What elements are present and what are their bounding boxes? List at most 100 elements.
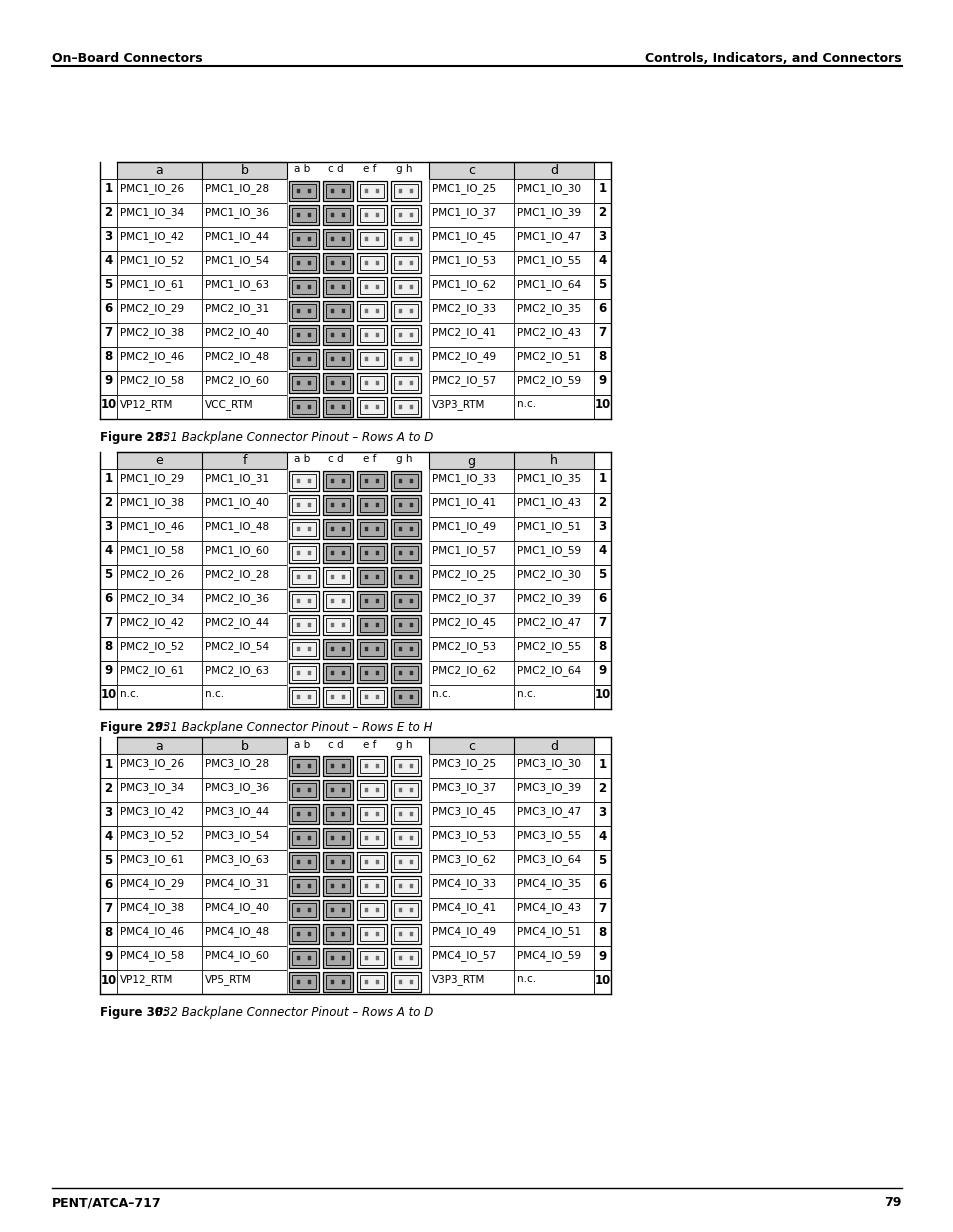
Bar	[594, 614, 610, 637]
Bar	[375, 503, 378, 506]
Bar	[409, 309, 413, 313]
Bar	[296, 981, 300, 983]
Bar	[394, 807, 417, 821]
Bar	[359, 208, 384, 222]
Bar	[429, 898, 514, 922]
Text: c: c	[468, 165, 475, 177]
Bar	[100, 517, 117, 541]
Bar	[514, 825, 594, 850]
Bar	[289, 519, 318, 540]
Bar	[365, 405, 368, 409]
Bar	[365, 764, 368, 768]
Bar	[391, 181, 420, 201]
Text: PMC1_IO_62: PMC1_IO_62	[432, 278, 496, 290]
Bar	[323, 901, 353, 920]
Bar	[289, 567, 318, 586]
Bar	[202, 777, 287, 802]
Bar	[359, 570, 384, 584]
Text: d: d	[550, 165, 558, 177]
Bar	[375, 238, 378, 240]
Bar	[323, 325, 353, 345]
Text: 1: 1	[104, 758, 112, 770]
Bar	[292, 570, 315, 584]
Text: PMC2_IO_25: PMC2_IO_25	[432, 569, 496, 580]
Text: n.c.: n.c.	[517, 399, 536, 409]
Bar	[202, 850, 287, 873]
Bar	[409, 333, 413, 336]
Bar	[292, 667, 315, 680]
Bar	[117, 777, 202, 802]
Text: 79: 79	[883, 1196, 901, 1209]
Bar	[307, 479, 311, 483]
Text: e: e	[155, 455, 163, 467]
Bar	[326, 352, 350, 366]
Bar	[326, 975, 350, 989]
Bar	[514, 371, 594, 395]
Text: 1: 1	[598, 182, 606, 196]
Bar	[117, 251, 202, 275]
Bar	[323, 181, 353, 201]
Bar	[307, 647, 311, 650]
Bar	[307, 933, 311, 936]
Bar	[289, 181, 318, 201]
Bar	[594, 395, 610, 419]
Bar	[391, 639, 420, 659]
Text: PMC2_IO_33: PMC2_IO_33	[432, 303, 496, 314]
Bar	[375, 599, 378, 602]
Bar	[117, 970, 202, 994]
Text: PMC2_IO_44: PMC2_IO_44	[205, 617, 269, 628]
Text: 4: 4	[104, 829, 112, 843]
Bar	[375, 623, 378, 627]
Bar	[202, 873, 287, 898]
Bar	[594, 802, 610, 825]
Text: Figure 30:: Figure 30:	[100, 1007, 168, 1019]
Text: PMC2_IO_47: PMC2_IO_47	[517, 617, 580, 628]
Text: 3: 3	[104, 230, 112, 244]
Bar	[331, 764, 335, 768]
Bar	[296, 860, 300, 864]
Bar	[409, 647, 413, 650]
Text: PMC3_IO_30: PMC3_IO_30	[517, 758, 580, 769]
Bar	[356, 663, 387, 683]
Bar	[394, 642, 417, 655]
Bar	[292, 232, 315, 246]
Text: 7: 7	[598, 326, 606, 340]
Bar	[341, 908, 345, 912]
Text: VP12_RTM: VP12_RTM	[120, 975, 173, 984]
Bar	[409, 764, 413, 768]
Text: g: g	[467, 455, 475, 467]
Bar	[391, 349, 420, 370]
Bar	[307, 309, 311, 313]
Text: PMC2_IO_40: PMC2_IO_40	[205, 326, 269, 338]
Bar	[409, 860, 413, 864]
Bar	[375, 333, 378, 336]
Text: 6: 6	[598, 593, 606, 605]
Bar	[202, 251, 287, 275]
Bar	[202, 227, 287, 251]
Bar	[292, 546, 315, 561]
Bar	[307, 812, 311, 816]
Bar	[391, 253, 420, 274]
Text: 5: 5	[598, 278, 606, 292]
Text: e f: e f	[363, 455, 376, 464]
Bar	[359, 951, 384, 965]
Bar	[429, 395, 514, 419]
Bar	[289, 876, 318, 896]
Bar	[514, 203, 594, 227]
Bar	[117, 946, 202, 970]
Text: 9: 9	[598, 950, 606, 962]
Bar	[307, 190, 311, 192]
Bar	[514, 662, 594, 685]
Bar	[331, 933, 335, 936]
Bar	[409, 956, 413, 960]
Bar	[202, 299, 287, 323]
Bar	[409, 788, 413, 792]
Text: g h: g h	[395, 165, 412, 175]
Text: PMC4_IO_51: PMC4_IO_51	[517, 926, 580, 936]
Bar	[296, 286, 300, 288]
Bar	[292, 474, 315, 488]
Bar	[409, 527, 413, 531]
Bar	[398, 261, 402, 265]
Bar	[100, 227, 117, 251]
Bar	[331, 860, 335, 864]
